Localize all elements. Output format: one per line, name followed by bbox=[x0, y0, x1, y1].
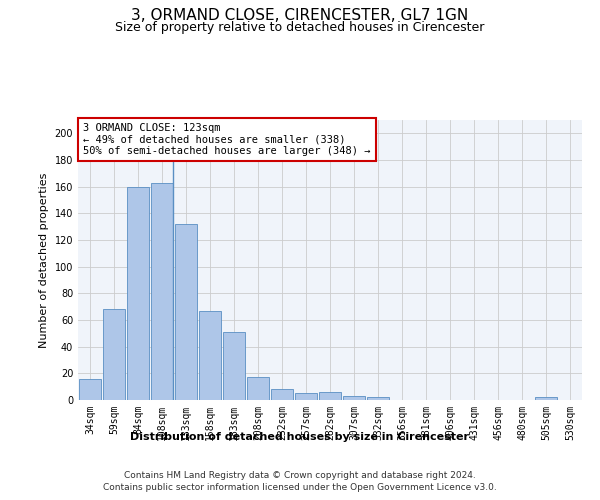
Bar bbox=[199, 310, 221, 400]
Bar bbox=[151, 182, 173, 400]
Bar bbox=[223, 332, 245, 400]
Bar bbox=[175, 224, 197, 400]
Bar bbox=[247, 378, 269, 400]
Bar bbox=[271, 390, 293, 400]
Bar bbox=[127, 186, 149, 400]
Text: Contains HM Land Registry data © Crown copyright and database right 2024.: Contains HM Land Registry data © Crown c… bbox=[124, 471, 476, 480]
Bar bbox=[295, 394, 317, 400]
Text: 3 ORMAND CLOSE: 123sqm
← 49% of detached houses are smaller (338)
50% of semi-de: 3 ORMAND CLOSE: 123sqm ← 49% of detached… bbox=[83, 123, 371, 156]
Text: Contains public sector information licensed under the Open Government Licence v3: Contains public sector information licen… bbox=[103, 484, 497, 492]
Bar bbox=[319, 392, 341, 400]
Bar bbox=[535, 398, 557, 400]
Y-axis label: Number of detached properties: Number of detached properties bbox=[39, 172, 49, 348]
Text: Distribution of detached houses by size in Cirencester: Distribution of detached houses by size … bbox=[131, 432, 470, 442]
Bar bbox=[343, 396, 365, 400]
Bar bbox=[79, 378, 101, 400]
Bar bbox=[367, 398, 389, 400]
Text: 3, ORMAND CLOSE, CIRENCESTER, GL7 1GN: 3, ORMAND CLOSE, CIRENCESTER, GL7 1GN bbox=[131, 8, 469, 22]
Bar bbox=[103, 310, 125, 400]
Text: Size of property relative to detached houses in Cirencester: Size of property relative to detached ho… bbox=[115, 21, 485, 34]
